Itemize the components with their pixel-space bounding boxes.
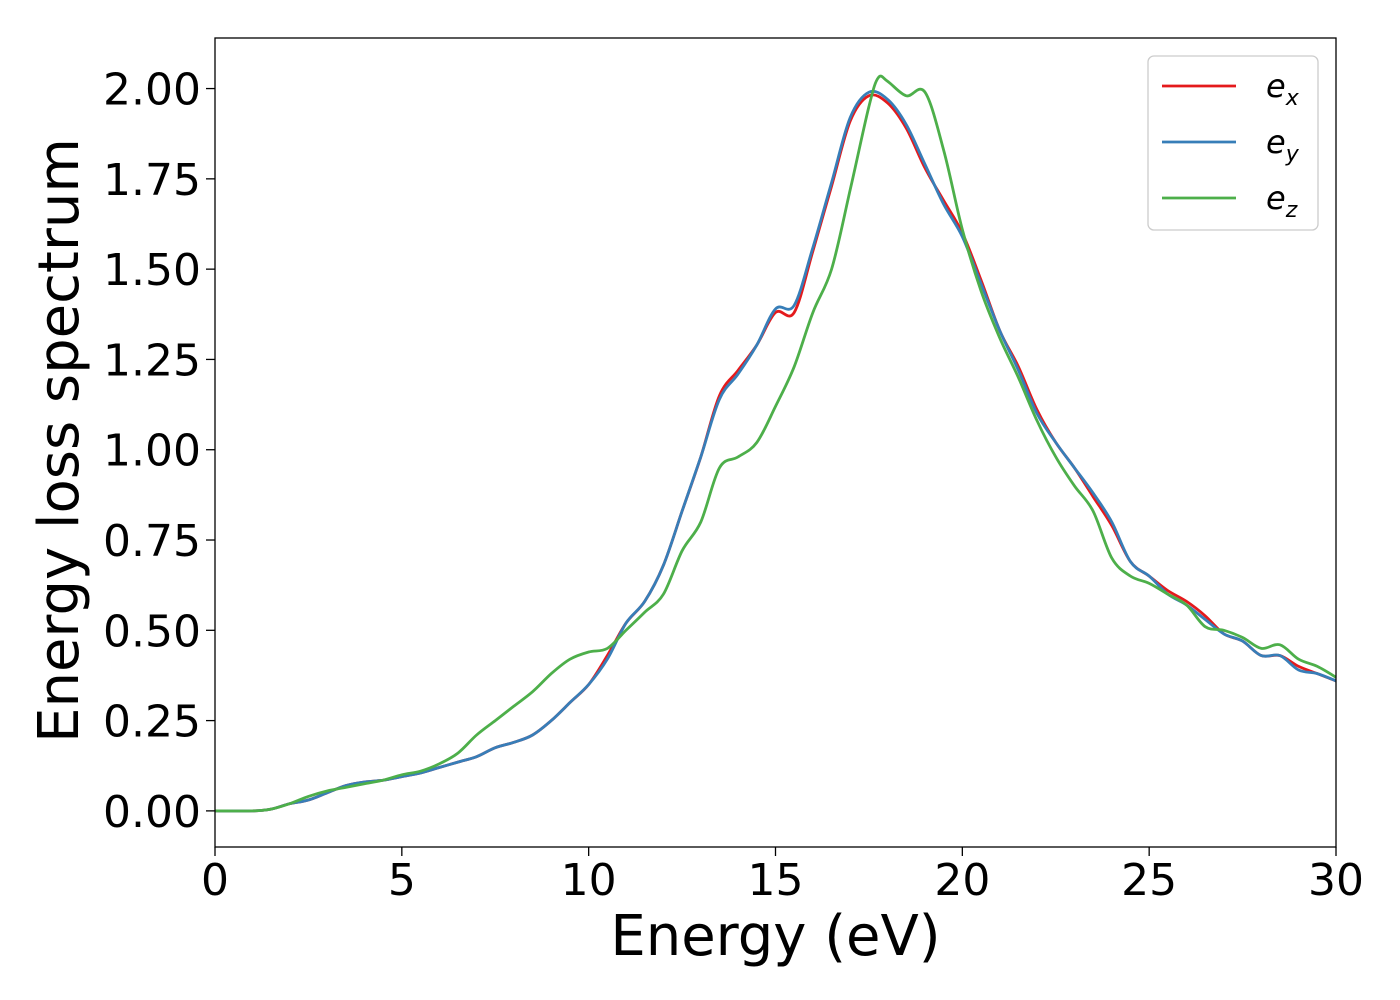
y-axis-label: Energy loss spectrum [27,138,92,743]
y-axis: 0.00 0.25 0.50 0.75 1.00 1.25 1.50 1.75 2.00 [103,65,215,838]
x-tick-label: 10 [561,855,617,906]
y-tick-label: 0.00 [103,787,201,838]
legend: ex ey ez [1147,55,1319,231]
x-tick-label: 25 [1121,855,1177,906]
x-tick-label: 30 [1308,855,1364,906]
series-line-y [215,89,1336,813]
y-tick-label: 1.50 [103,245,201,296]
legend-label-y: ey [1266,123,1300,167]
x-tick-label: 15 [748,855,804,906]
y-tick-label: 0.50 [103,606,201,657]
y-tick-label: 2.00 [103,65,201,116]
y-tick-label: 1.00 [103,426,201,477]
y-tick-label: 1.75 [103,155,201,206]
legend-label-x: ex [1266,67,1300,111]
series-line-z [215,74,1336,813]
series-layer [215,74,1336,813]
x-tick-label: 20 [934,855,990,906]
y-tick-label: 0.25 [103,697,201,748]
x-tick-label: 5 [388,855,416,906]
x-tick-label: 0 [201,855,229,906]
legend-label-z: ez [1266,179,1298,223]
x-axis: 0 5 10 15 20 25 30 [201,847,1364,906]
y-tick-label: 1.25 [103,335,201,386]
x-axis-label: Energy (eV) [610,904,940,969]
y-tick-label: 0.75 [103,516,201,567]
